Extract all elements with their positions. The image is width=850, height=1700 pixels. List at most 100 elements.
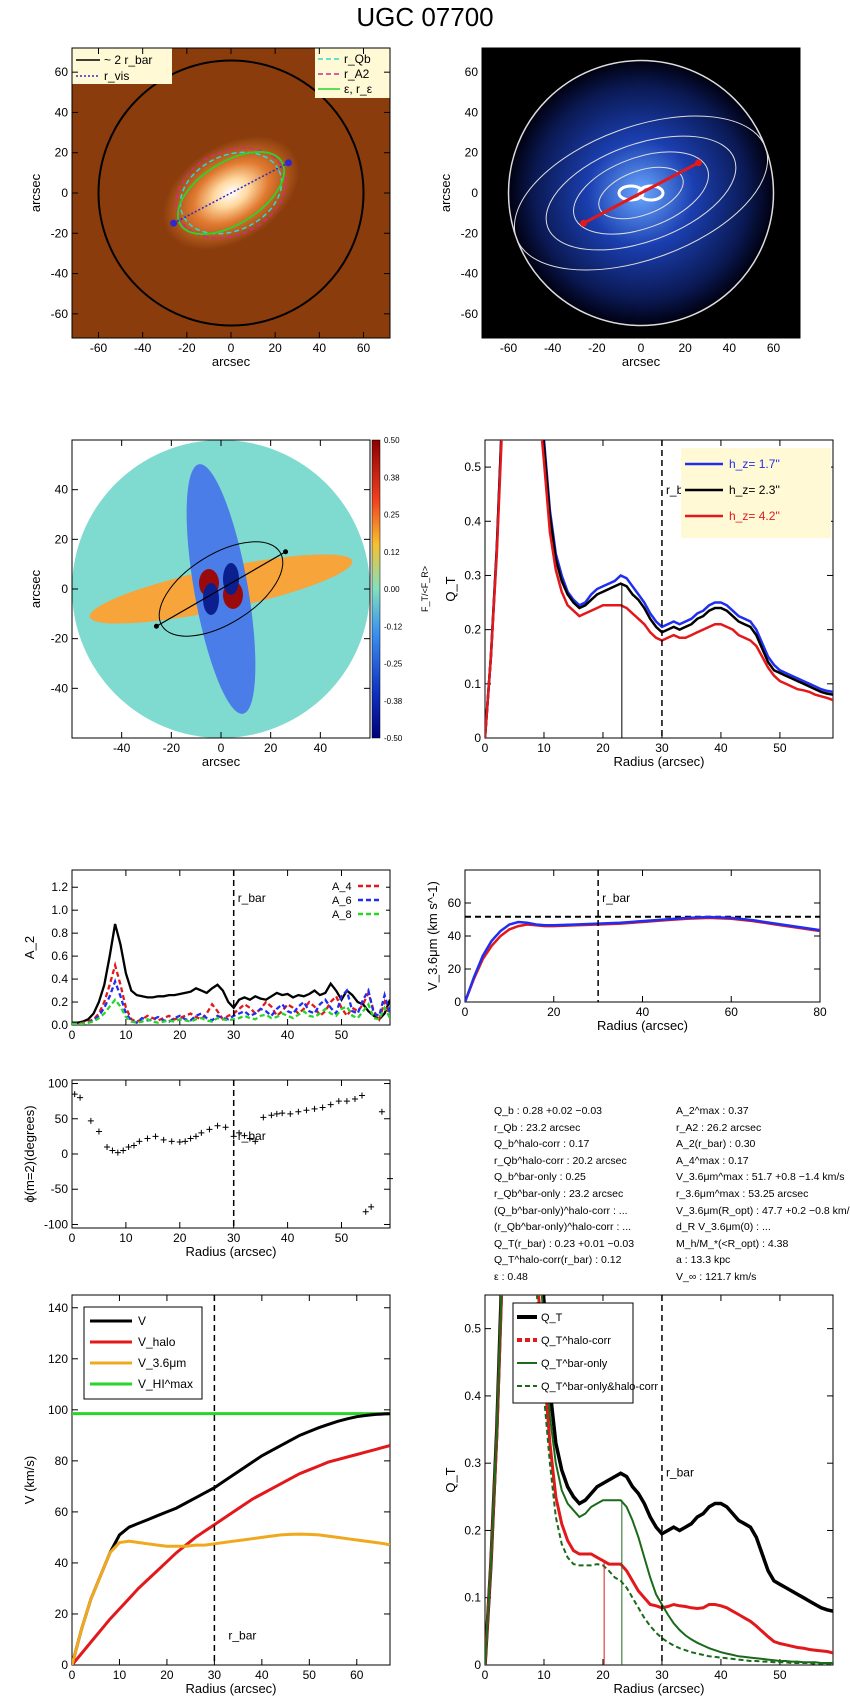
series-line xyxy=(465,915,820,1002)
y-tick-label: 0.0 xyxy=(51,1018,68,1032)
x-tick-label: 40 xyxy=(281,1028,295,1042)
legend-label: V_halo xyxy=(138,1335,176,1349)
plot-frame xyxy=(71,869,391,1026)
x-axis-label: arcsec xyxy=(212,354,251,369)
y-tick-label: -20 xyxy=(461,226,479,240)
legend-label: r_Qb xyxy=(344,52,371,66)
x-tick-label: 20 xyxy=(173,1028,187,1042)
legend-label: h_z= 2.3'' xyxy=(729,483,780,497)
phase-point xyxy=(252,1138,259,1145)
legend-label: Q_T^bar-only xyxy=(541,1358,608,1370)
param-r-qb-baronly-halo: (r_Qb^bar-only)^halo-corr : ... xyxy=(494,1221,632,1234)
legend-label: A_8 xyxy=(332,909,352,921)
phase-point xyxy=(303,1107,310,1114)
param-q-b-halo: Q_b^halo-corr : 0.17 xyxy=(494,1138,590,1151)
plot-area xyxy=(72,1412,390,1665)
legend-label: ~ 2 r_bar xyxy=(104,53,152,67)
y-tick-label: 20 xyxy=(465,146,479,160)
legend-label: Q_T xyxy=(541,1312,563,1324)
y-tick-label: 0.3 xyxy=(464,1456,481,1470)
parameter-column-left: Q_b : 0.28 +0.02 −0.03 r_Qb : 23.2 arcse… xyxy=(494,1103,669,1286)
x-tick-label: 0 xyxy=(218,741,225,755)
y-tick-label: -20 xyxy=(51,632,69,646)
negative-lobe xyxy=(203,583,219,615)
x-tick-label: 40 xyxy=(313,341,327,355)
qt-decomposition-panel: 0 10 20 30 40 50 0 0.1 0.2 0.3 0.4 0.5 Radius (arcse… xyxy=(443,1294,834,1696)
phase-point xyxy=(351,1096,358,1103)
param-v-inf: V_∞ : 121.7 km/s xyxy=(676,1270,757,1283)
y-tick-label: -40 xyxy=(461,267,479,281)
y-tick-label: 0.2 xyxy=(464,623,481,637)
x-axis-label: Radius (arcsec) xyxy=(185,1681,276,1696)
y-tick-label: 0 xyxy=(61,582,68,596)
y-tick-label: 20 xyxy=(55,532,69,546)
phase-point xyxy=(311,1105,318,1112)
param-qt-rbar: Q_T(r_bar) : 0.23 +0.01 −0.03 xyxy=(494,1237,635,1250)
y-tick-label: 100 xyxy=(48,1077,68,1091)
x-tick-label: 50 xyxy=(335,1231,349,1245)
param-r-a2: r_A2 : 26.2 arcsec xyxy=(676,1121,762,1134)
series-line xyxy=(485,440,833,738)
phase-point xyxy=(279,1110,286,1117)
phase-point xyxy=(335,1098,342,1105)
x-tick-label: 20 xyxy=(264,741,278,755)
legend-label: ε, r_ε xyxy=(344,82,373,96)
phase-point xyxy=(206,1126,213,1133)
phase-point xyxy=(236,1129,243,1136)
colorbar-tick-label: 0.25 xyxy=(384,511,400,520)
x-tick-label: -60 xyxy=(500,341,518,355)
y-tick-label: 0.2 xyxy=(464,1523,481,1537)
x-tick-label: 40 xyxy=(714,1668,728,1682)
plot-area xyxy=(72,923,390,1025)
param-r-qb-halo: r_Qb^halo-corr : 20.2 arcsec xyxy=(494,1154,627,1167)
legend-label: V xyxy=(138,1314,146,1328)
y-tick-label: 0 xyxy=(61,1658,68,1672)
series-line xyxy=(72,923,390,1024)
legend-label: Q_T^bar-only&halo-corr xyxy=(541,1381,658,1393)
phase-point xyxy=(104,1143,111,1150)
outer-circle xyxy=(507,59,775,327)
x-tick-label: 0 xyxy=(228,341,235,355)
y-tick-label: 0.4 xyxy=(464,1389,481,1403)
param-epsilon: ε : 0.48 xyxy=(494,1270,528,1283)
residual-image-panel: -60 -40 -20 0 20 40 60 -60 -40 -20 0 20 40 60 arcsec ar… xyxy=(438,47,801,369)
x-tick-label: 10 xyxy=(119,1028,133,1042)
phase-point xyxy=(114,1149,121,1156)
velocity-36-panel: 0 20 40 60 80 0 20 40 60 Radius (arcsec) V_3.6μm (… xyxy=(425,869,827,1033)
y-axis-label: V_3.6μm (km s^-1) xyxy=(425,881,440,991)
x-axis-label: arcsec xyxy=(202,754,241,769)
plot-frame xyxy=(71,1079,391,1229)
x-tick-label: 30 xyxy=(208,1668,222,1682)
x-tick-label: 20 xyxy=(596,741,610,755)
bar-end-marker xyxy=(284,159,292,167)
phase-point xyxy=(152,1133,159,1140)
plot-frame xyxy=(464,869,821,1003)
param-v36-max: V_3.6μm^max : 51.7 +0.8 −1.4 km/s xyxy=(676,1171,845,1184)
param-q-b-baronly-halo: (Q_b^bar-only)^halo-corr : ... xyxy=(494,1204,628,1217)
phase-point xyxy=(327,1101,334,1108)
param-mass-ratio: M_h/M_*(<R_opt) : 4.38 xyxy=(676,1237,789,1250)
x-axis-label: arcsec xyxy=(622,354,661,369)
x-tick-label: 10 xyxy=(537,1668,551,1682)
phase-point xyxy=(260,1114,267,1121)
legend-label: h_z= 4.2'' xyxy=(729,509,780,523)
x-tick-label: 50 xyxy=(303,1668,317,1682)
x-tick-label: 10 xyxy=(113,1668,127,1682)
y-tick-label: 0 xyxy=(474,731,481,745)
x-tick-label: -40 xyxy=(134,341,152,355)
y-tick-label: -60 xyxy=(461,307,479,321)
y-tick-label: 0.1 xyxy=(464,677,481,691)
x-tick-label: -40 xyxy=(113,741,131,755)
x-tick-label: 80 xyxy=(813,1005,827,1019)
figure-title: UGC 07700 xyxy=(356,2,494,32)
phase-point xyxy=(198,1129,205,1136)
y-tick-label: 120 xyxy=(48,1352,68,1366)
y-tick-label: 20 xyxy=(55,1607,69,1621)
y-tick-label: -40 xyxy=(51,267,69,281)
x-axis-label: Radius (arcsec) xyxy=(185,1244,276,1259)
phase-point xyxy=(362,1208,369,1215)
series-line xyxy=(72,1412,390,1665)
phase-point xyxy=(71,1091,78,1098)
y-tick-label: 0.6 xyxy=(51,949,68,963)
x-tick-label: 0 xyxy=(69,1231,76,1245)
